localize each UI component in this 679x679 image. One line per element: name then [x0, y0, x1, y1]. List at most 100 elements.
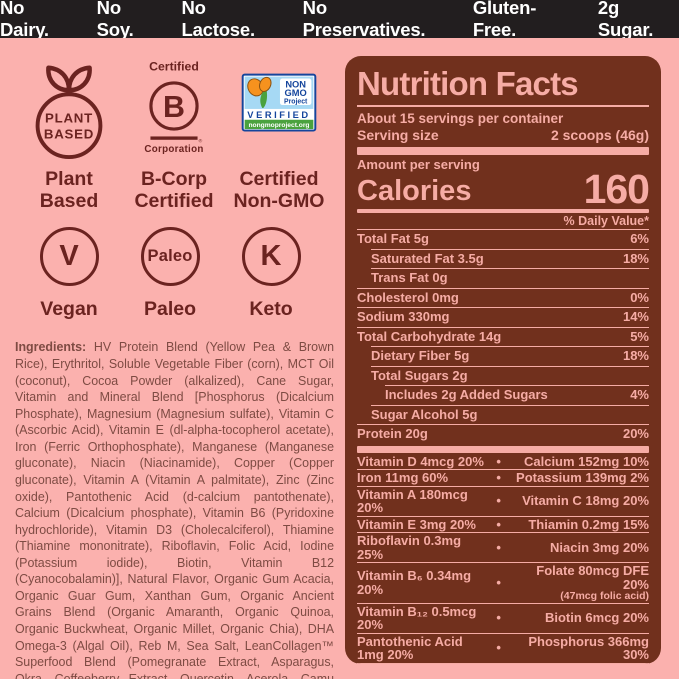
paleo-circle-icon: Paleo: [140, 226, 200, 286]
micronutrient-right: Thiamin 0.2mg 15%: [512, 516, 649, 532]
nutrient-daily-value: 5%: [630, 328, 649, 344]
micronutrient-right: Folate 80mcg DFE 20% (47mcg folic acid): [512, 564, 649, 602]
micronutrient-right: Calcium 152mg 10%: [512, 453, 649, 469]
plant-circle-line1: PLANT: [45, 111, 93, 126]
calories-row: Calories 160: [357, 166, 650, 212]
servings-per-container: About 15 servings per container: [357, 111, 564, 126]
micronutrient-left: Vitamin E 3mg 20%: [357, 516, 476, 532]
bcorp-certified-text: Certified: [149, 60, 199, 74]
nutrient-label: Total Carbohydrate 14g: [357, 328, 502, 344]
nutrient-row: Sodium 330mg 14%: [357, 307, 649, 327]
nutrient-row: Cholesterol 0mg 0%: [357, 287, 649, 308]
nutrient-daily-value: 6%: [630, 231, 649, 246]
ingredients-text: HV Protein Blend (Yellow Pea & Brown Ric…: [15, 340, 334, 679]
micronutrient-row: Vitamin B₁₂ 0.5mcg 20% • Biotin 6mcg 20%: [357, 602, 649, 633]
micronutrient-right: Niacin 3mg 20%: [512, 541, 649, 555]
bcorp-letter: B: [163, 90, 185, 124]
svg-text:Project: Project: [284, 99, 308, 106]
micronutrient-right-value: Vitamin C 18mg 20%: [522, 493, 649, 509]
micronutrient-right-value: Thiamin 0.2mg 15%: [528, 516, 649, 532]
bullet-separator: •: [496, 453, 501, 469]
bullet-separator: •: [496, 470, 501, 485]
nutrient-row: Protein 20g 20%: [357, 424, 649, 444]
svg-text:NON: NON: [285, 79, 306, 89]
svg-text:GMO: GMO: [285, 88, 307, 98]
micronutrient-right: Potassium 139mg 2%: [512, 471, 649, 485]
micronutrient-left: Vitamin B₁₂ 0.5mcg 20%: [357, 603, 477, 632]
micronutrient-row: Vitamin B₆ 0.34mg 20% • Folate 80mcg DFE 2…: [357, 562, 649, 603]
claim-text: No Lactose.: [181, 0, 255, 40]
label-body: PLANT BASED Plant Based Certified B ® Co…: [0, 38, 679, 679]
keto-circle-icon: K: [241, 226, 301, 286]
calories-label: Calories: [357, 175, 472, 207]
nutrient-row: Includes 2g Added Sugars 4%: [385, 385, 649, 405]
vegan-label: Vegan: [40, 297, 98, 320]
daily-value-header: % Daily Value*: [563, 214, 649, 228]
nutrient-label: Includes 2g Added Sugars: [385, 387, 548, 402]
badge-bcorp: Certified B ® Corporation B-Corp Certifi…: [122, 54, 226, 213]
micronutrient-right: Vitamin C 18mg 20%: [512, 494, 649, 508]
medium-divider: [357, 209, 649, 213]
serving-size-value: 2 scoops (46g): [550, 127, 649, 143]
micronutrient-row: Vitamin A 180mcg 20% • Vitamin C 18mg 20%: [357, 485, 649, 516]
micronutrient-left: Vitamin B₆ 0.34mg 20%: [357, 568, 472, 597]
nutrient-row: Sugar Alcohol 5g: [371, 404, 649, 425]
nutrient-rows: Total Fat 5g 6% Saturated Fat 3.5g 18% Trans…: [357, 229, 649, 444]
ingredients-heading: Ingredients:: [15, 340, 87, 355]
nutrient-label: Saturated Fat 3.5g: [371, 250, 484, 266]
nongmo-verified-icon: NON GMO Project VERIFIED nongmoproject.o…: [241, 73, 317, 132]
claims-bar: No Dairy. No Soy. No Lactose. No Preservati…: [0, 0, 679, 40]
claim-text: 2g Sugar.: [597, 0, 654, 40]
micronutrient-rows: Vitamin D 4mcg 20% • Calcium 152mg 10% Iron…: [357, 454, 649, 665]
serving-size-label: Serving size: [357, 127, 439, 143]
micronutrient-right-value: Biotin 6mcg 20%: [544, 610, 649, 626]
nutrient-daily-value: 0%: [630, 289, 649, 305]
nutrient-daily-value: 4%: [630, 387, 649, 402]
micronutrient-right: Biotin 6mcg 20%: [512, 611, 649, 625]
nutrient-row: Saturated Fat 3.5g 18%: [371, 248, 649, 269]
nutrient-row: Total Fat 5g 6%: [357, 229, 649, 249]
claim-text: No Soy.: [96, 0, 134, 40]
badge-nongmo: NON GMO Project VERIFIED nongmoproject.o…: [227, 54, 331, 213]
nutrient-label: Dietary Fiber 5g: [371, 348, 470, 363]
micronutrient-row: Iodine 30mcg 20%•Magnesium 55mg 15%: [357, 662, 649, 665]
micronutrient-row: Vitamin D 4mcg 20% • Calcium 152mg 10%: [357, 454, 649, 470]
keto-label: Keto: [249, 297, 293, 320]
micronutrient-right-value: Niacin 3mg 20%: [550, 539, 649, 555]
thick-divider-2: [357, 445, 649, 453]
certification-badges: PLANT BASED Plant Based Certified B ® Co…: [15, 54, 333, 213]
bullet-separator: •: [496, 640, 501, 656]
claim-text: Gluten-Free.: [472, 0, 537, 40]
nutrient-daily-value: 18%: [622, 250, 649, 266]
diet-badges: V Vegan Paleo Paleo K Keto: [15, 226, 333, 321]
nongmo-verified-text: VERIFIED: [247, 110, 310, 120]
micronutrient-right: Phosphorus 366mg 30%: [512, 633, 649, 662]
amount-per-serving-label: Amount per serving: [357, 157, 480, 172]
micronutrient-right-value: Potassium 139mg 2%: [516, 470, 649, 485]
badge-vegan: V Vegan: [21, 226, 117, 321]
nutrition-facts-title: Nutrition Facts: [357, 65, 579, 102]
nutrient-row: Dietary Fiber 5g 18%: [371, 346, 649, 366]
bcorp-label: B-Corp Certified: [134, 168, 214, 212]
bullet-separator: •: [496, 539, 501, 555]
micronutrient-right-value: Phosphorus 366mg 30%: [528, 633, 649, 662]
paleo-label: Paleo: [143, 297, 197, 320]
bcorp-corporation-text: Corporation: [144, 144, 203, 155]
micronutrient-right-value: Calcium 152mg 10%: [523, 453, 649, 469]
micronutrient-left: Vitamin A 180mcg 20%: [357, 486, 468, 515]
badge-paleo: Paleo Paleo: [122, 226, 218, 321]
micronutrient-row: Riboflavin 0.3mg 25% • Niacin 3mg 20%: [357, 532, 649, 562]
nutrient-label: Protein 20g: [357, 426, 428, 441]
nutrient-row: Total Sugars 2g: [371, 365, 649, 386]
badge-keto: K Keto: [223, 226, 319, 321]
micronutrient-left: Riboflavin 0.3mg 25%: [357, 533, 462, 562]
claim-text: No Dairy.: [0, 0, 49, 40]
nutrient-label: Total Sugars 2g: [371, 367, 468, 383]
nongmo-label: Certified Non-GMO: [233, 168, 325, 212]
nongmo-url-text: nongmoproject.org: [248, 122, 309, 129]
plant-circle-line2: BASED: [44, 126, 94, 141]
ingredients-paragraph: Ingredients: HV Protein Blend (Yellow Pe…: [15, 339, 334, 679]
calories-value: 160: [583, 166, 650, 212]
bcorp-icon: Certified B ® Corporation: [144, 60, 203, 155]
thick-divider: [357, 147, 649, 155]
